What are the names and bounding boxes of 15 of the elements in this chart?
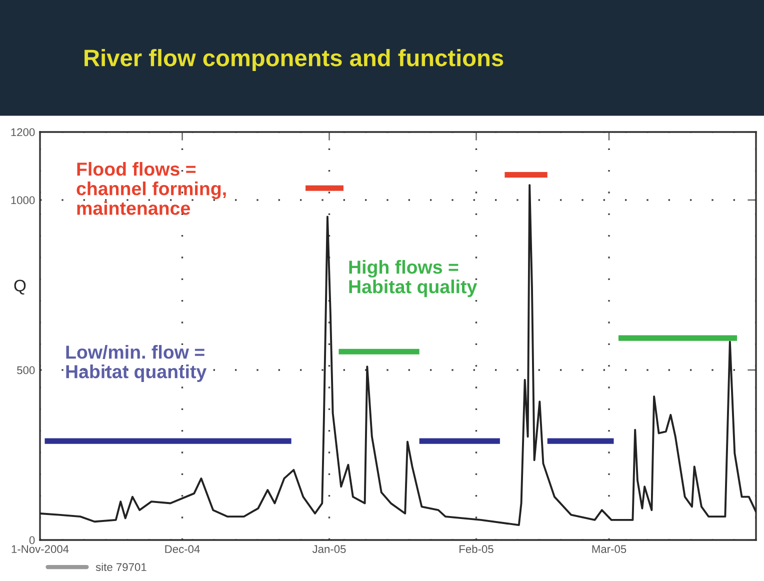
annotation: Low/min. flow = Habitat quantity: [66, 345, 207, 382]
annotation: Flood flows = channel forming, maintenance: [76, 162, 226, 215]
y-tick-label: 1200: [11, 128, 35, 136]
x-tick-label: 1-Nov-2004: [12, 545, 69, 554]
x-tick-label: Jan-05: [312, 545, 346, 554]
y-tick-label: 500: [17, 366, 35, 374]
y-tick-label: 1000: [11, 196, 35, 204]
y-tick-label: 0: [29, 536, 35, 544]
y-axis-title: Q: [14, 280, 26, 294]
annotation: High flows = Habitat quality: [349, 260, 478, 298]
x-tick-label: Mar-05: [592, 545, 626, 554]
x-tick-label: Dec-04: [165, 545, 200, 554]
chart-title: River flow components and functions: [84, 48, 504, 72]
x-tick-label: Feb-05: [460, 544, 494, 554]
text: site 79701: [96, 562, 146, 572]
